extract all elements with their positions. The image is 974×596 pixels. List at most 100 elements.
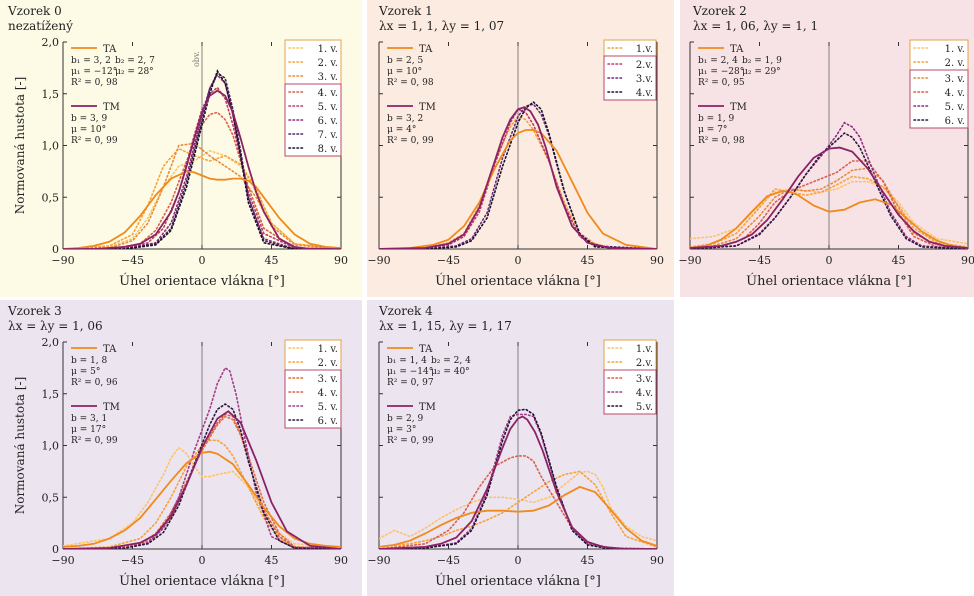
x-axis-label: Úhel orientace vlákna [°] [435, 572, 601, 589]
fit-parameter: b = 3, 2 [387, 114, 423, 124]
y-tick-label: 0 [52, 543, 59, 556]
y-tick-label: 1,0 [42, 140, 60, 153]
legend-label: 8. v. [318, 144, 338, 155]
x-tick-label: 0 [515, 554, 522, 567]
panel-title: Vzorek 2 [692, 4, 747, 18]
x-tick-label: 45 [581, 254, 595, 267]
legend-label: 6. v. [318, 116, 338, 127]
fit-line-tm [690, 146, 968, 249]
series-line-2 [379, 470, 657, 548]
x-tick-label: −90 [678, 254, 701, 267]
fit-parameter: b = 3, 9 [71, 114, 107, 124]
y-tick-label: 0 [52, 243, 59, 256]
fit-parameter: μ₁ = −12° [71, 67, 117, 77]
x-tick-label: −90 [367, 554, 390, 567]
y-tick-label: 0,5 [42, 191, 60, 204]
legend-label: 5.v. [636, 402, 653, 413]
annotation-label: obv. [192, 51, 201, 67]
fit-legend-label: TA [103, 44, 117, 55]
fit-parameter: R² = 0, 95 [698, 78, 745, 88]
fit-parameter: b = 1, 9 [698, 114, 734, 124]
panel-title: Vzorek 1 [378, 4, 433, 18]
legend-label: 4.v. [636, 88, 653, 99]
series-line-8 [63, 69, 341, 249]
fit-legend-label: TA [419, 344, 433, 355]
y-tick-label: 1,5 [42, 88, 60, 101]
fit-parameter: R² = 0, 96 [71, 378, 118, 388]
legend-label: 3. v. [318, 374, 338, 385]
series-line-1 [63, 446, 341, 548]
fit-parameter: μ₂ = 28° [115, 67, 154, 77]
fit-parameter: μ = 10° [71, 125, 106, 135]
x-axis-label: Úhel orientace vlákna [°] [119, 272, 285, 289]
series-line-4 [63, 111, 341, 249]
fit-parameter: b = 2, 5 [387, 56, 423, 66]
panel-title: Vzorek 0 [7, 4, 62, 18]
legend-label: 2.v. [636, 358, 653, 369]
fit-line-ta [63, 170, 341, 249]
x-tick-label: −90 [51, 254, 74, 267]
x-axis-label: Úhel orientace vlákna [°] [435, 272, 601, 289]
fit-line-tm [379, 106, 657, 249]
series-line-2 [63, 439, 341, 549]
legend-label: 3.v. [636, 74, 653, 85]
series-line-1 [379, 470, 657, 542]
x-tick-label: 0 [199, 254, 206, 267]
fit-parameter: μ = 17° [71, 425, 106, 435]
x-tick-label: 45 [265, 254, 279, 267]
fit-parameter: b₂ = 2, 7 [115, 56, 155, 66]
series-line-1 [63, 149, 341, 249]
legend-box [284, 339, 342, 371]
x-tick-label: 90 [334, 554, 348, 567]
legend-label: 4. v. [945, 88, 965, 99]
fit-parameter: R² = 0, 99 [71, 436, 118, 446]
series-line-5 [379, 408, 657, 549]
fit-legend-label: TM [103, 102, 120, 113]
fit-parameter: μ₁ = −14° [387, 367, 433, 377]
fit-parameter: R² = 0, 98 [71, 78, 118, 88]
y-tick-label: 2,0 [42, 336, 60, 349]
y-axis-label: Normovaná hustota [-] [13, 377, 27, 515]
fit-line-ta [379, 485, 657, 548]
legend-label: 4. v. [318, 88, 338, 99]
legend-label: 1.v. [636, 344, 653, 355]
fit-parameter: b = 2, 9 [387, 414, 423, 424]
y-tick-label: 1,5 [42, 388, 60, 401]
panel-subtitle: nezatížený [8, 19, 73, 33]
x-tick-label: 90 [334, 254, 348, 267]
series-line-4 [690, 160, 968, 249]
legend-label: 3. v. [318, 72, 338, 83]
x-tick-label: 45 [581, 554, 595, 567]
series-line-7 [63, 71, 341, 249]
legend-label: 2. v. [318, 58, 338, 69]
legend-label: 4.v. [636, 388, 653, 399]
fit-legend-label: TM [419, 402, 436, 413]
fit-parameter: R² = 0, 99 [387, 436, 434, 446]
x-axis-label: Úhel orientace vlákna [°] [119, 572, 285, 589]
panel-subtitle: λx = 1, 06, λy = 1, 1 [693, 19, 818, 33]
legend-label: 1. v. [318, 44, 338, 55]
series-line-4 [63, 413, 341, 549]
x-tick-label: −45 [748, 254, 771, 267]
panel-title: Vzorek 4 [378, 304, 433, 318]
legend-label: 7. v. [318, 130, 338, 141]
legend-label: 1.v. [636, 44, 653, 55]
fit-parameter: μ = 3° [387, 425, 416, 435]
fit-legend-label: TM [730, 102, 747, 113]
x-tick-label: −45 [121, 554, 144, 567]
panel-1: −90 −45 0 45 90 Úhel orientace vlákna [°] Vzor… [367, 0, 674, 297]
panel-3: −90 −45 0 45 90 0 0,5 1,0 1,5 2,0 Úhel orientace v… [0, 300, 362, 596]
series-line-6 [690, 132, 968, 249]
panel-2: −90 −45 0 45 90 Úhel orientace vlákna [°] Vzor… [678, 0, 974, 297]
fit-legend-label: TM [419, 102, 436, 113]
x-axis-label: Úhel orientace vlákna [°] [746, 272, 912, 289]
panel-title: Vzorek 3 [7, 304, 62, 318]
y-tick-label: 0,5 [42, 491, 60, 504]
x-tick-label: 0 [826, 254, 833, 267]
legend-box [909, 39, 969, 71]
x-tick-label: −45 [121, 254, 144, 267]
fit-legend-label: TA [419, 44, 433, 55]
series-line-1 [379, 115, 657, 249]
fit-line-ta [379, 129, 657, 249]
